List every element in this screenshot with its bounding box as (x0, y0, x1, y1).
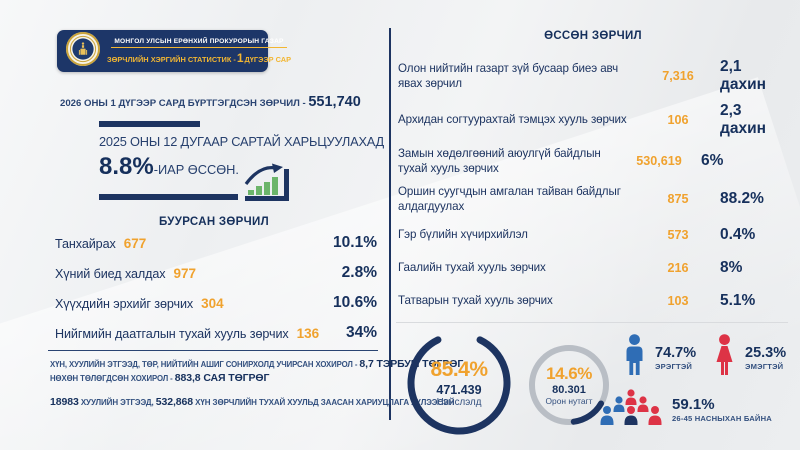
donut-ring (529, 345, 609, 425)
count-value: 103 (667, 293, 689, 308)
count-value: 216 (667, 260, 689, 275)
percent-value: 88.2% (720, 190, 764, 208)
table-row: Хүүхдийн эрхийг зөрчих 304 10.6% (55, 294, 377, 311)
damage-line-2: НӨХӨН ТӨЛӨГДСӨН ХОХИРОЛ - 883,8 САЯ ТӨГР… (50, 372, 270, 384)
left-section-divider (48, 350, 378, 351)
age-label: 26-45 НАСНЫХАН БАЙНА (672, 414, 772, 423)
count-value: 977 (173, 265, 197, 281)
decreased-section-title: БУУРСАН ЗӨРЧИЛ (159, 216, 269, 228)
rural-donut-chart: 14.6% 80.301 Орон нутагт (526, 342, 612, 428)
growth-statement: 8.8%-ИАР ӨССӨН. (99, 153, 239, 180)
table-row: Гаалийн тухай хууль зөрчих 216 8% (398, 255, 786, 280)
right-section-divider (396, 322, 788, 323)
female-percent: 25.3% (745, 344, 787, 361)
registered-violations-line: 2026 ОНЫ 1 ДҮГЭЭР САРД БҮРТГЭГДСЭН ЗӨРЧИ… (60, 94, 384, 110)
org-header-badge: МОНГОЛ УЛСЫН ЕРӨНХИЙ ПРОКУРОРЫН ГАЗАР ЗӨ… (57, 30, 291, 72)
growth-percent: 8.8% (99, 153, 154, 180)
donut-labels: 85.4% 471.439 Нийслэлд (404, 328, 514, 438)
capital-count: 471.439 (436, 383, 482, 397)
percent-value: 6% (701, 152, 724, 170)
female-label: ЭМЭГТЭЙ (745, 361, 784, 371)
count-value: 875 (667, 192, 689, 207)
donut-labels: 14.6% 80.301 Орон нутагт (526, 342, 612, 428)
count-value: 7,316 (662, 69, 694, 83)
rural-percent: 14.6% (546, 364, 592, 383)
liability-line: 18983 ХУУЛИЙН ЭТГЭЭД, 532,868 ХҮН ЗӨРЧЛИ… (50, 396, 455, 408)
count-value: 530,619 (636, 154, 682, 169)
percent-value: 8% (720, 258, 743, 276)
crowd-icon (598, 388, 664, 431)
percent-value: 2,1 дахин (720, 58, 766, 93)
table-row: Гэр бүлийн хүчирхийлэл 573 0.4% (398, 222, 786, 247)
decreased-rows: Танхайрах 677 10.1% Хүний биед халдах 977 … (55, 228, 377, 348)
damage-value-2: 883,8 САЯ ТӨГРӨГ (174, 372, 270, 384)
registered-value: 551,740 (308, 94, 361, 110)
percent-value: 10.6% (333, 294, 377, 311)
org-name: МОНГОЛ УЛСЫН ЕРӨНХИЙ ПРОКУРОРЫН ГАЗАР (114, 37, 284, 45)
count-value: 106 (667, 113, 689, 127)
comparison-line: 2025 ОНЫ 12 ДУГААР САРТАЙ ХАРЬЦУУЛАХАД (99, 134, 385, 149)
report-subtitle: ЗӨРЧЛИЙН ХЭРГИЙН СТАТИСТИК - 1 ДҮГЭЭР СА… (107, 50, 292, 65)
female-stat: 25.3% ЭМЭГТЭЙ (712, 334, 786, 381)
report-month-number: 1 (236, 50, 244, 65)
male-stat: 74.7% ЭРЭГТЭЙ (622, 334, 696, 381)
age-percent: 59.1% (672, 396, 715, 413)
rural-count: 80.301 (552, 384, 586, 396)
registered-label: 2026 ОНЫ 1 ДҮГЭЭР САРД БҮРТГЭГДСЭН ЗӨРЧИ… (60, 98, 309, 109)
percent-value: 2,3 дахин (720, 102, 766, 137)
table-row: Архидан согтуурахтай тэмцэх хууль зөрчих… (398, 102, 786, 138)
org-emblem-icon (65, 31, 101, 72)
table-row: Хүний биед халдах 977 2.8% (55, 264, 377, 281)
percent-value: 0.4% (720, 225, 756, 243)
table-row: Олон нийтийн газарт зүй бусаар биеэ авч … (398, 58, 786, 94)
capital-percent: 85.4% (430, 358, 488, 381)
count-value: 136 (296, 325, 320, 341)
table-row: Татварын тухай хууль зөрчих 103 5.1% (398, 288, 786, 313)
increased-rows: Олон нийтийн газарт зүй бусаар биеэ авч … (398, 58, 786, 321)
accent-bar-top (99, 121, 200, 127)
column-divider (389, 28, 391, 420)
male-icon (622, 334, 647, 381)
count-value: 304 (201, 295, 224, 311)
table-row: Танхайрах 677 10.1% (55, 234, 377, 251)
liability-entities-count: 18983 (50, 396, 79, 408)
table-row: Нийгмийн даатгалын тухай хууль зөрчих 136… (55, 324, 377, 341)
badge-divider (110, 47, 288, 48)
percent-value: 34% (345, 324, 377, 341)
table-row: Оршин суугчдын амгалан тайван байдлыг ал… (398, 184, 786, 214)
capital-label: Нийслэлд (436, 397, 482, 408)
org-header-text: МОНГОЛ УЛСЫН ЕРӨНХИЙ ПРОКУРОРЫН ГАЗАР ЗӨ… (107, 38, 291, 65)
donut-ring (407, 331, 511, 435)
female-icon (712, 334, 737, 381)
table-row: Замын хөдөлгөөний аюулгүй байдлын тухай … (398, 146, 786, 176)
percent-value: 2.8% (341, 264, 377, 281)
damage-line-1: ХҮН, ХУУЛИЙН ЭТГЭЭД, ТӨР, НИЙТИЙН АШИГ С… (50, 358, 464, 370)
growth-chart-icon (243, 160, 291, 207)
male-label: ЭРЭГТЭЙ (655, 361, 693, 371)
male-percent: 74.7% (655, 344, 697, 361)
count-value: 677 (123, 235, 147, 251)
accent-bar-bottom (99, 194, 238, 200)
increased-section-title: ӨССӨН ЗӨРЧИЛ (544, 30, 642, 42)
count-value: 573 (667, 227, 689, 242)
age-group-stat: 59.1% 26-45 НАСНЫХАН БАЙНА (598, 388, 772, 431)
capital-donut-chart: 85.4% 471.439 Нийслэлд (404, 328, 514, 438)
percent-value: 5.1% (720, 291, 756, 309)
liability-persons-count: 532,868 (155, 396, 194, 408)
percent-value: 10.1% (333, 234, 377, 251)
rural-label: Орон нутагт (545, 396, 593, 406)
